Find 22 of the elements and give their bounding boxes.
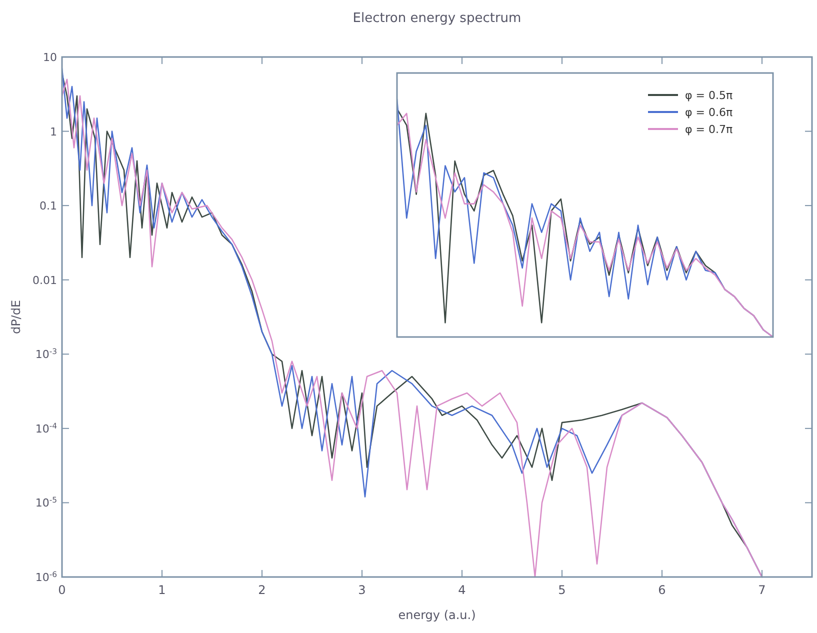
x-tick-label: 4 bbox=[458, 583, 466, 597]
legend-label: φ = 0.6π bbox=[685, 106, 733, 119]
y-tick-label: 10 bbox=[43, 51, 57, 64]
y-tick-label: 0.01 bbox=[32, 274, 57, 287]
y-tick-label: 1 bbox=[50, 125, 57, 138]
x-tick-label: 2 bbox=[258, 583, 266, 597]
x-tick-label: 5 bbox=[558, 583, 566, 597]
y-tick-label: 10$^{-5}$ bbox=[35, 495, 58, 510]
x-tick-label: 1 bbox=[158, 583, 166, 597]
y-tick-label: 0.1 bbox=[40, 200, 57, 213]
legend-label: φ = 0.7π bbox=[685, 123, 733, 136]
legend-label: φ = 0.5π bbox=[685, 89, 733, 102]
x-tick-label: 6 bbox=[658, 583, 666, 597]
y-tick-label: 10$^{-6}$ bbox=[35, 570, 58, 584]
chart-title: Electron energy spectrum bbox=[352, 11, 522, 26]
x-tick-label: 0 bbox=[58, 583, 66, 597]
x-tick-label: 7 bbox=[758, 583, 766, 597]
y-axis-title: dP/dE bbox=[9, 300, 23, 334]
y-tick-label: 10$^{-4}$ bbox=[35, 420, 58, 436]
y-tick-label: 10$^{-3}$ bbox=[35, 346, 58, 362]
x-axis-title: energy (a.u.) bbox=[398, 608, 476, 622]
x-tick-label: 3 bbox=[358, 583, 366, 597]
